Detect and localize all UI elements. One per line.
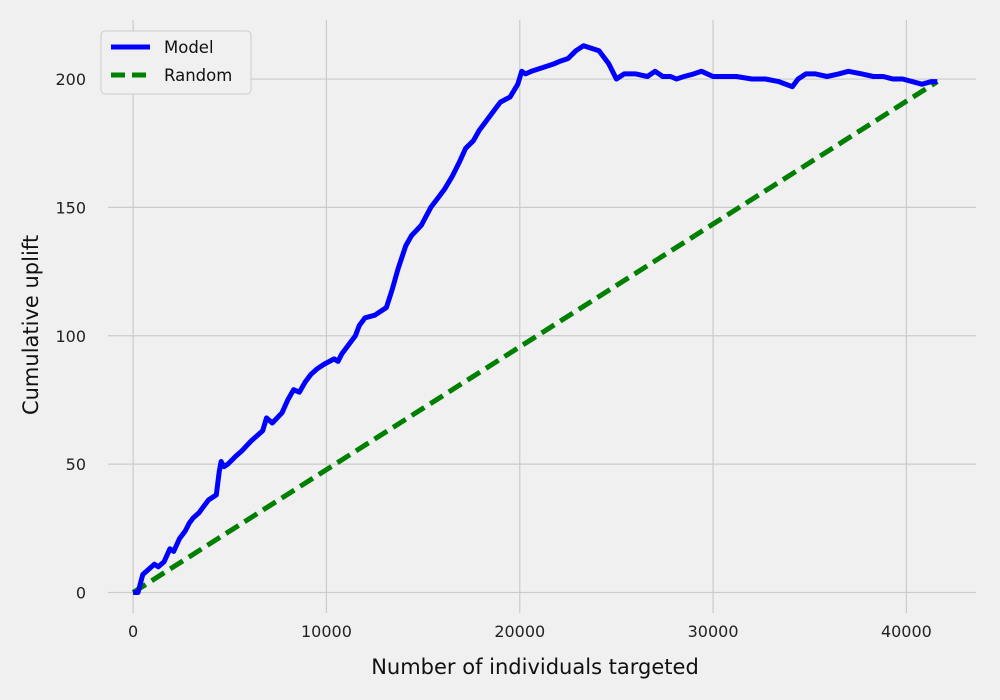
series-model-line xyxy=(133,43,938,595)
series-lines xyxy=(131,43,939,595)
x-tick-label: 20000 xyxy=(494,622,545,641)
x-tick-label: 10000 xyxy=(301,622,352,641)
x-tick-label: 40000 xyxy=(881,622,932,641)
tick-labels: 0 10000 20000 30000 40000 0 50 100 150 200 xyxy=(55,70,931,641)
x-tick-label: 0 xyxy=(128,622,138,641)
y-tick-label: 0 xyxy=(76,583,86,602)
legend-random-label: Random xyxy=(164,66,232,85)
grid-lines xyxy=(108,20,976,613)
y-tick-label: 200 xyxy=(55,70,86,89)
x-axis-label: Number of individuals targeted xyxy=(371,655,699,679)
x-tick-label: 30000 xyxy=(688,622,739,641)
y-tick-label: 100 xyxy=(55,327,86,346)
legend-model-label: Model xyxy=(164,38,214,57)
legend: Model Random xyxy=(100,30,252,95)
y-axis-label: Cumulative uplift xyxy=(19,235,43,415)
y-tick-label: 50 xyxy=(66,455,86,474)
series-random-line xyxy=(131,79,939,595)
y-tick-label: 150 xyxy=(55,198,86,217)
